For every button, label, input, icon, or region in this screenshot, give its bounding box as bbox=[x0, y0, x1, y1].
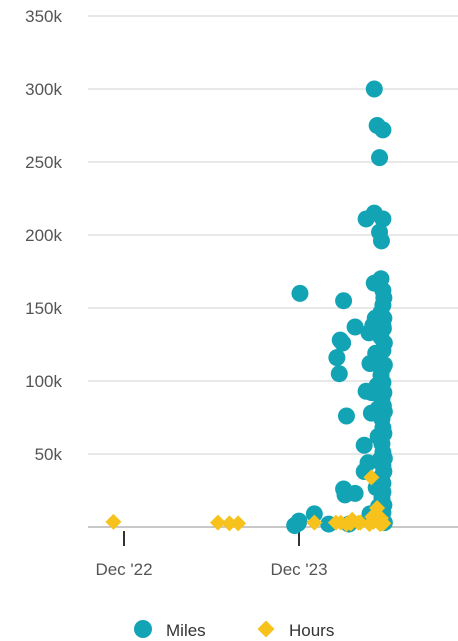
miles-point[interactable] bbox=[374, 210, 392, 228]
hours-point[interactable] bbox=[105, 513, 122, 530]
y-tick-label: 100k bbox=[25, 372, 62, 391]
hours-point[interactable] bbox=[230, 515, 247, 532]
hours-point[interactable] bbox=[306, 514, 323, 531]
miles-point[interactable] bbox=[375, 425, 393, 443]
y-tick-label: 300k bbox=[25, 80, 62, 99]
legend-hours-label[interactable]: Hours bbox=[289, 621, 334, 640]
miles-point[interactable] bbox=[330, 365, 348, 383]
miles-point[interactable] bbox=[337, 407, 355, 425]
miles-point[interactable] bbox=[291, 284, 309, 302]
miles-point[interactable] bbox=[375, 356, 393, 374]
miles-point[interactable] bbox=[355, 436, 373, 454]
y-tick-label: 350k bbox=[25, 7, 62, 26]
miles-point[interactable] bbox=[375, 403, 393, 421]
x-axis-ticks: Dec '22 Dec '23 bbox=[95, 531, 328, 579]
miles-point[interactable] bbox=[372, 232, 390, 250]
hours-point[interactable] bbox=[375, 515, 392, 532]
miles-point[interactable] bbox=[328, 349, 346, 367]
miles-point[interactable] bbox=[375, 309, 393, 327]
y-axis-ticks: 50k 100k 150k 200k 250k 300k 350k bbox=[25, 7, 62, 464]
legend: Miles Hours bbox=[134, 620, 334, 640]
y-tick-label: 150k bbox=[25, 299, 62, 318]
hours-point[interactable] bbox=[221, 515, 238, 532]
grid-layer bbox=[88, 15, 458, 528]
miles-point[interactable] bbox=[375, 463, 393, 481]
miles-point[interactable] bbox=[334, 334, 352, 352]
y-tick-label: 200k bbox=[25, 226, 62, 245]
miles-point[interactable] bbox=[365, 80, 383, 98]
miles-point[interactable] bbox=[346, 484, 364, 502]
hours-point[interactable] bbox=[363, 469, 380, 486]
hours-point[interactable] bbox=[369, 500, 386, 517]
miles-point[interactable] bbox=[374, 483, 392, 501]
miles-point[interactable] bbox=[375, 449, 393, 467]
miles-point[interactable] bbox=[375, 334, 393, 352]
miles-point[interactable] bbox=[374, 121, 392, 139]
y-tick-label: 250k bbox=[25, 153, 62, 172]
miles-point[interactable] bbox=[375, 384, 393, 402]
legend-miles-label[interactable]: Miles bbox=[166, 621, 206, 640]
x-tick-label: Dec '23 bbox=[270, 560, 327, 579]
miles-point[interactable] bbox=[375, 289, 393, 307]
miles-point[interactable] bbox=[335, 292, 353, 310]
legend-hours-marker[interactable] bbox=[257, 620, 275, 638]
y-tick-label: 50k bbox=[35, 445, 63, 464]
miles-point[interactable] bbox=[371, 149, 389, 167]
miles-point[interactable] bbox=[305, 505, 323, 523]
data-points bbox=[105, 80, 393, 535]
x-tick-label: Dec '22 bbox=[95, 560, 152, 579]
miles-point[interactable] bbox=[346, 318, 364, 336]
miles-point[interactable] bbox=[290, 512, 308, 530]
hours-point[interactable] bbox=[209, 514, 226, 531]
legend-miles-marker[interactable] bbox=[134, 620, 152, 638]
